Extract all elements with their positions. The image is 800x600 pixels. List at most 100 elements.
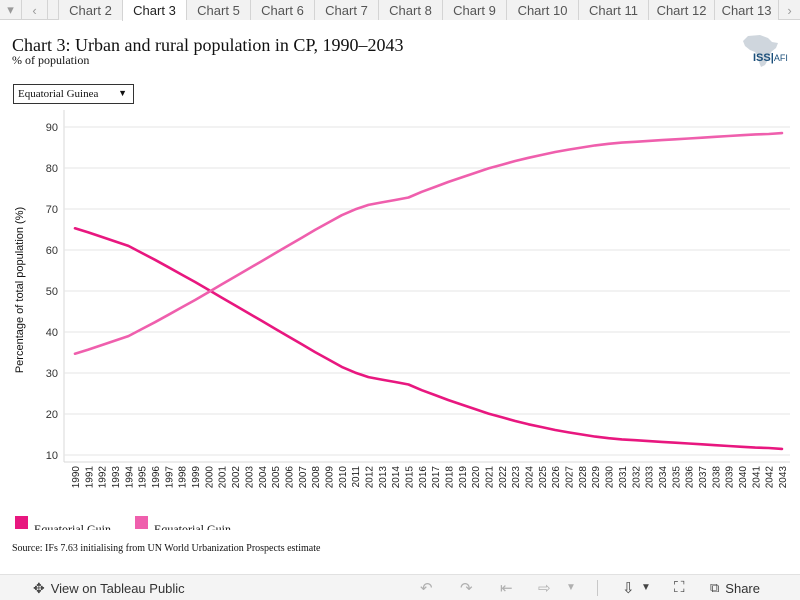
x-tick-label: 2040 [738, 466, 749, 489]
view-on-tableau-label: View on Tableau Public [50, 581, 185, 596]
x-tick-label: 2005 [271, 466, 282, 489]
series-line-urban [73, 131, 784, 356]
x-tick-label: 2017 [431, 466, 442, 489]
tab-chart-8[interactable]: Chart 8 [378, 0, 442, 20]
legend-item-rural[interactable]: Equatorial Guin [15, 514, 111, 530]
x-tick-label: 1990 [71, 466, 82, 489]
tab-chart-11[interactable]: Chart 11 [578, 0, 648, 20]
country-select-value: Equatorial Guinea [18, 88, 99, 100]
x-tick-label: 2036 [685, 466, 696, 489]
toolbar-divider [597, 580, 598, 596]
x-tick-label: 2014 [391, 466, 402, 489]
share-button[interactable]: ⧉ Share [710, 580, 760, 596]
x-tick-label: 2043 [778, 466, 789, 489]
x-tick-label: 1995 [138, 466, 149, 489]
x-tick-label: 2008 [311, 466, 322, 489]
tab-chart-3[interactable]: Chart 3 [122, 0, 186, 21]
revert-icon[interactable]: ⇤ [500, 580, 513, 597]
undo-icon[interactable]: ↶ [420, 580, 433, 597]
x-tick-label: 1999 [191, 466, 202, 489]
source-note: Source: IFs 7.63 initialising from UN Wo… [12, 543, 321, 554]
x-tick-label: 2007 [298, 466, 309, 489]
share-label: Share [725, 580, 760, 596]
y-tick-label: 10 [46, 450, 58, 462]
x-tick-label: 2041 [751, 466, 762, 489]
x-tick-label: 2002 [231, 466, 242, 489]
x-tick-label: 2020 [471, 466, 482, 489]
x-tick-label: 2003 [244, 466, 255, 489]
tab-chart-9[interactable]: Chart 9 [442, 0, 506, 20]
tab-chart-12[interactable]: Chart 12 [648, 0, 714, 20]
x-tick-label: 2000 [204, 466, 215, 489]
tab-next-icon[interactable]: › [778, 0, 800, 20]
x-tick-label: 2033 [645, 466, 656, 489]
tableau-icon: ✥ [33, 580, 45, 596]
chart-subtitle: % of population [12, 53, 90, 67]
x-tick-label: 2031 [618, 466, 629, 489]
x-tick-label: 1994 [124, 466, 135, 489]
x-tick-label: 2018 [445, 466, 456, 489]
x-tick-label: 2023 [511, 466, 522, 489]
tab-chart-6[interactable]: Chart 6 [250, 0, 314, 20]
x-tick-label: 1993 [111, 466, 122, 489]
tab-chart-10[interactable]: Chart 10 [506, 0, 578, 20]
iss-logo-text: ISS|AFI [753, 52, 788, 64]
tab-chart-5[interactable]: Chart 5 [186, 0, 250, 20]
country-select[interactable]: Equatorial Guinea ▼ [13, 84, 134, 104]
tab-chart-7[interactable]: Chart 7 [314, 0, 378, 20]
x-tick-label: 2024 [525, 466, 536, 489]
legend-label-urban: Equatorial Guin [154, 521, 231, 531]
download-icon[interactable]: ⇩ [622, 580, 635, 597]
x-tick-label: 2039 [725, 466, 736, 489]
chart-title: Chart 3: Urban and rural population in C… [12, 35, 404, 55]
x-tick-label: 2038 [711, 466, 722, 489]
legend-swatch-rural [15, 515, 28, 529]
share-icon: ⧉ [710, 580, 720, 595]
download-menu-chevron-icon[interactable]: ▼ [641, 582, 651, 593]
x-tick-label: 2034 [658, 466, 669, 489]
legend-item-urban[interactable]: Equatorial Guin [135, 514, 231, 530]
x-tick-label: 2026 [551, 466, 562, 489]
view-on-tableau-link[interactable]: ✥ View on Tableau Public [33, 580, 185, 597]
x-tick-label: 2029 [591, 466, 602, 489]
tab-chart-2[interactable]: Chart 2 [58, 0, 122, 20]
x-tick-label: 2042 [765, 466, 776, 489]
refresh-menu-chevron-icon[interactable]: ▼ [566, 582, 576, 593]
y-tick-label: 70 [46, 204, 58, 216]
y-tick-label: 80 [46, 163, 58, 175]
x-tick-label: 2004 [258, 466, 269, 489]
x-tick-label: 2011 [351, 466, 362, 488]
africa-logo-icon [743, 35, 778, 67]
x-tick-label: 2030 [605, 466, 616, 489]
series-line-rural [73, 227, 784, 451]
legend-label-rural: Equatorial Guin [34, 521, 111, 531]
x-tick-label: 2016 [418, 466, 429, 489]
fullscreen-icon[interactable]: ⛶ [674, 579, 685, 596]
x-tick-label: 2012 [364, 466, 375, 489]
y-tick-label: 30 [46, 368, 58, 380]
redo-icon[interactable]: ↷ [460, 580, 473, 597]
tab-prev-icon[interactable]: ‹ [22, 0, 48, 20]
x-tick-label: 1997 [164, 466, 175, 489]
tab-first-icon[interactable]: ▾ [0, 0, 22, 20]
x-tick-label: 2027 [565, 466, 576, 489]
x-tick-label: 1998 [178, 466, 189, 489]
x-tick-label: 2001 [218, 466, 229, 489]
x-tick-label: 2035 [671, 466, 682, 489]
y-tick-label: 50 [46, 286, 58, 298]
x-tick-label: 1992 [98, 466, 109, 489]
x-tick-label: 2028 [578, 466, 589, 489]
chevron-down-icon: ▼ [118, 88, 127, 98]
legend-swatch-urban [135, 515, 148, 529]
x-tick-label: 2009 [324, 466, 335, 489]
refresh-icon[interactable]: ⇨ [538, 580, 551, 597]
x-tick-label: 2021 [485, 466, 496, 489]
x-tick-label: 2025 [538, 466, 549, 489]
tab-chart-13[interactable]: Chart 13 [714, 0, 778, 20]
y-tick-label: 90 [46, 122, 58, 134]
x-tick-label: 2015 [404, 466, 415, 489]
x-tick-label: 2032 [631, 466, 642, 489]
x-tick-label: 2037 [698, 466, 709, 489]
